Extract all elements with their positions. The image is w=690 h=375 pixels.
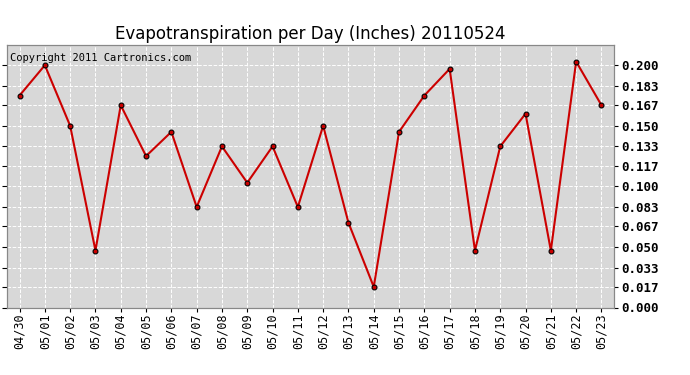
Text: Copyright 2011 Cartronics.com: Copyright 2011 Cartronics.com bbox=[10, 53, 191, 63]
Title: Evapotranspiration per Day (Inches) 20110524: Evapotranspiration per Day (Inches) 2011… bbox=[115, 26, 506, 44]
